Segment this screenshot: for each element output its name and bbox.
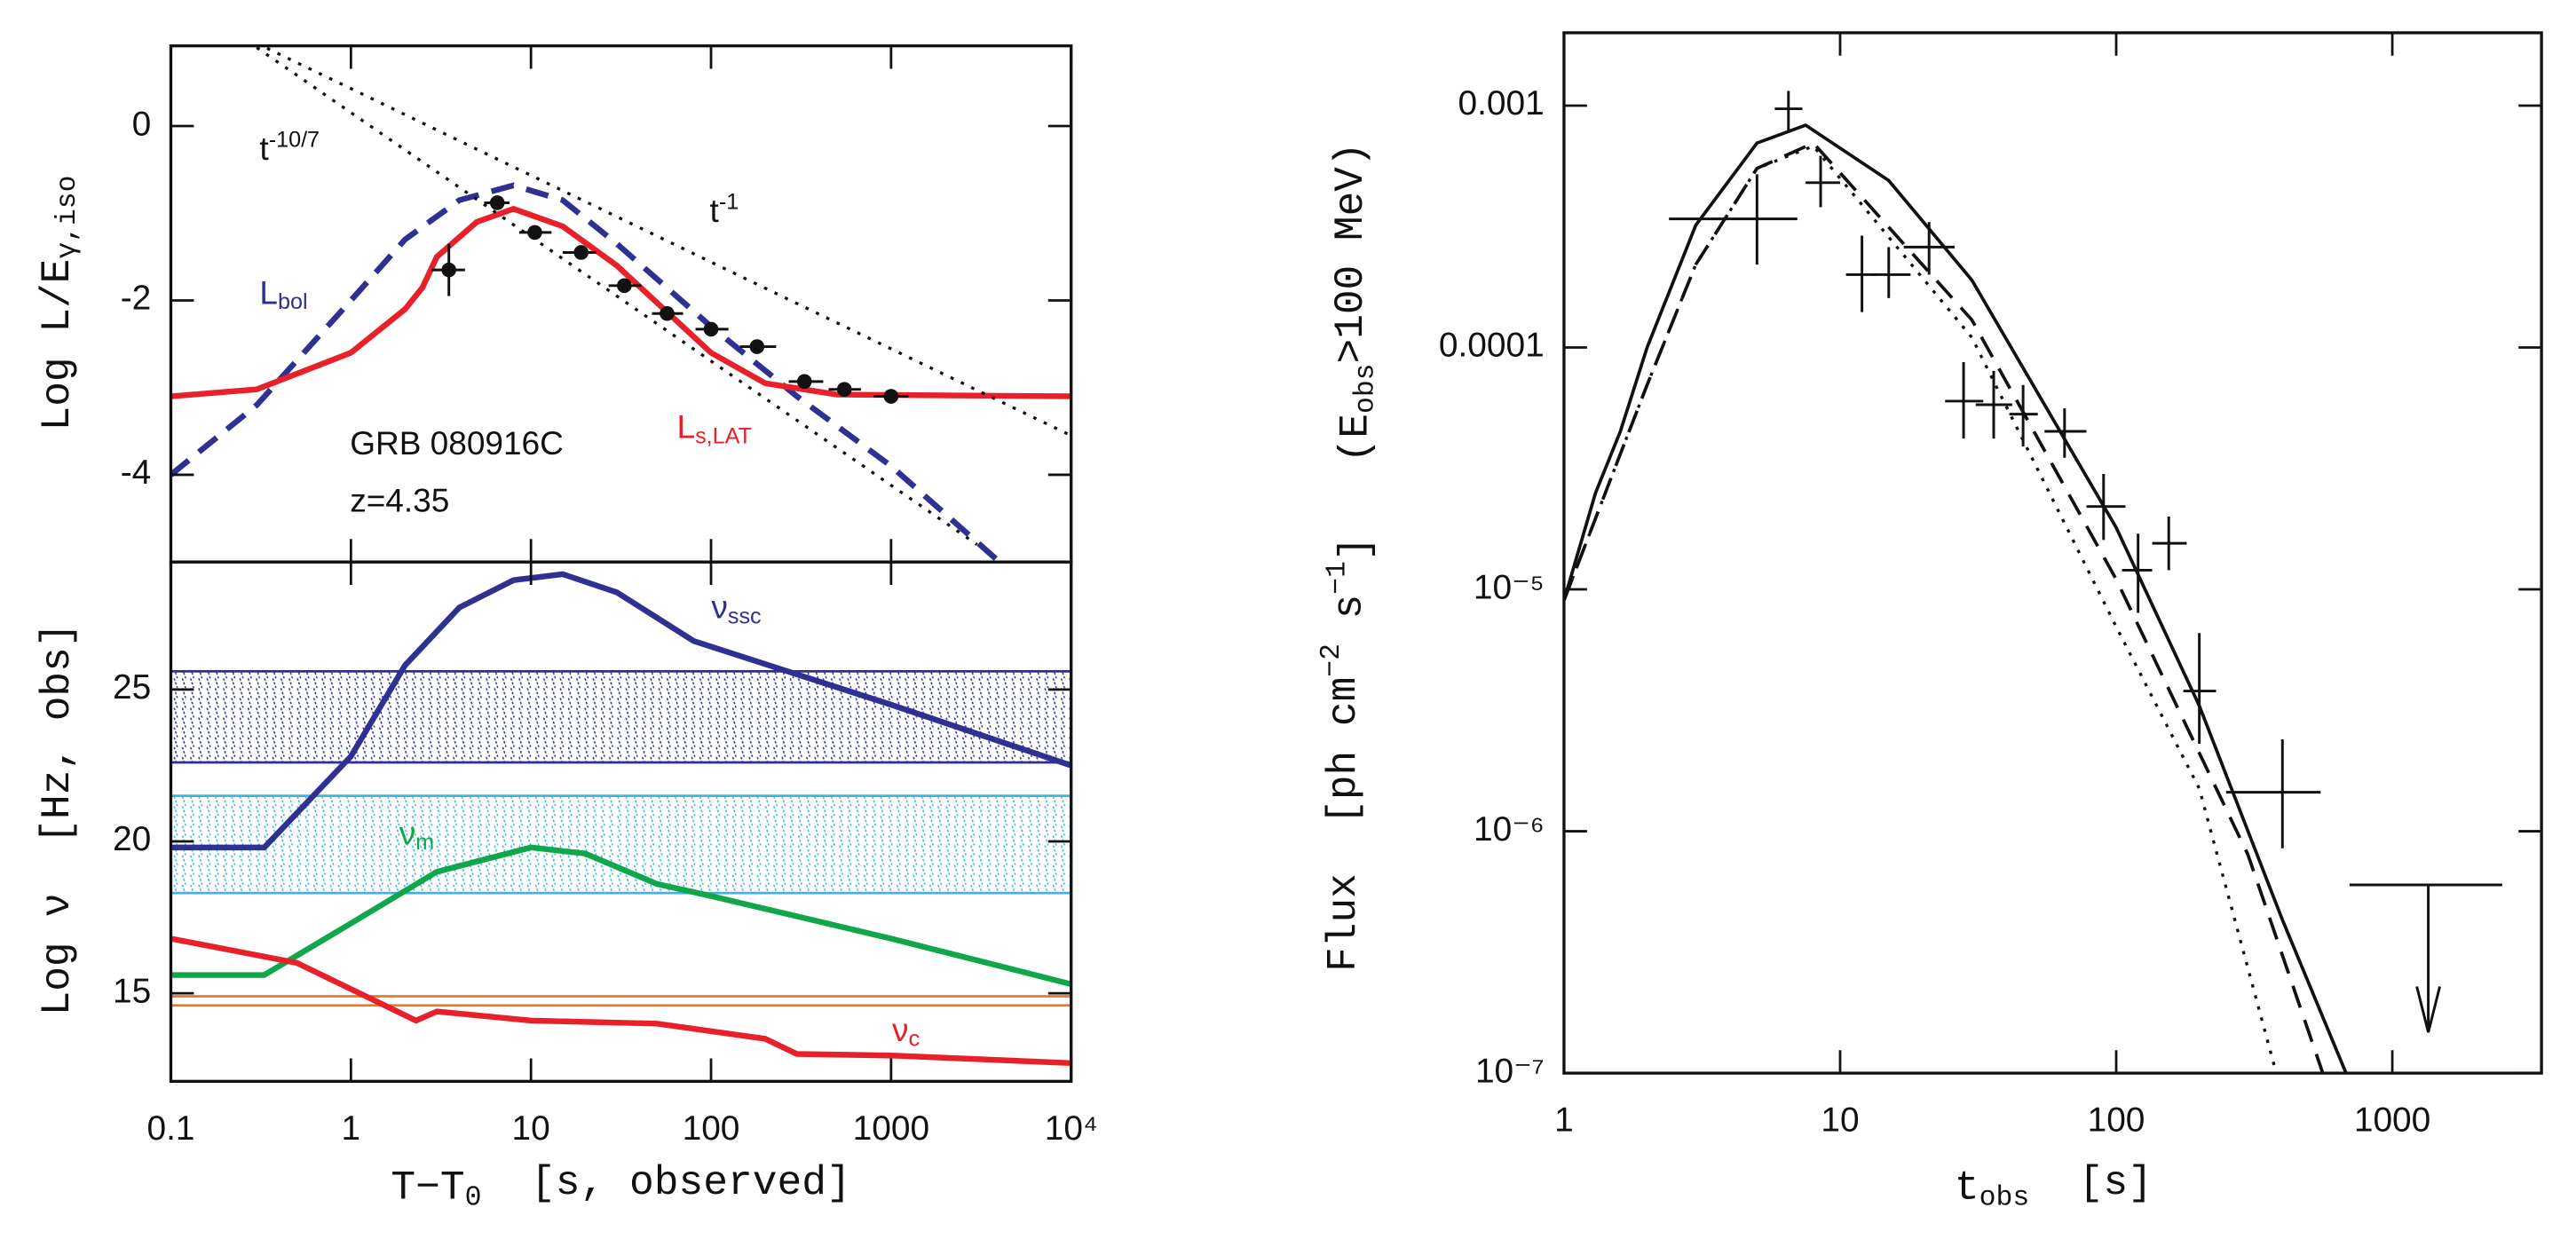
series-label-part: ν — [892, 1012, 909, 1048]
y-tick-label: 0.0001 — [1439, 327, 1545, 365]
series-line — [170, 182, 1002, 563]
y-axis-label-part: Log L/E — [35, 259, 81, 431]
x-axis-label-part: obs — [1979, 1183, 2030, 1214]
series-label: Lbol — [259, 274, 307, 314]
y-axis-label-part: s — [1327, 595, 1373, 643]
series-label-part: c — [908, 1026, 920, 1051]
x-tick-label: 0.1 — [146, 1109, 194, 1148]
x-axis-label-part: T−T — [391, 1165, 464, 1212]
series-label-part: ν — [399, 815, 416, 851]
x-tick-label: 1 — [342, 1109, 361, 1148]
series-line — [170, 844, 1071, 987]
band — [170, 995, 1073, 1007]
series-line — [1563, 144, 2278, 1074]
data-point — [441, 262, 457, 278]
annotation-part: GRB 080916C — [350, 425, 564, 462]
x-tick-label: 100 — [683, 1109, 740, 1148]
series-label-part: s,LAT — [695, 423, 752, 448]
y-axis-label: Log ν [Hz, obs] — [35, 623, 81, 1016]
y-tick-label: -4 — [121, 454, 152, 492]
band — [170, 794, 1073, 895]
series-label: t-1 — [710, 189, 739, 228]
y-tick-label: 10⁻⁵ — [1474, 568, 1545, 606]
band — [170, 669, 1073, 764]
x-tick-label: 1 — [1554, 1101, 1574, 1140]
series-label-part: L — [259, 274, 278, 311]
series-label-part: ν — [711, 588, 728, 625]
x-axis-label: T−T0 [s, observed] — [391, 1160, 850, 1213]
y-axis-label-part: γ,iso — [52, 176, 83, 259]
series-label: t-10/7 — [259, 127, 320, 166]
series-label-part: ssc — [728, 604, 762, 628]
data-point — [836, 382, 852, 397]
series-label: νssc — [711, 588, 761, 628]
x-axis-label-part: [s] — [2029, 1160, 2153, 1206]
series-label: Ls,LAT — [677, 408, 752, 448]
x-tick-label: 10 — [512, 1109, 550, 1148]
x-axis-label-part: 0 — [465, 1183, 482, 1214]
y-axis-label-part: Log ν [Hz, obs] — [35, 623, 81, 1016]
y-axis-label-part: >100 MeV) — [1328, 142, 1374, 363]
data-point — [660, 305, 675, 321]
data-point — [883, 389, 899, 404]
x-tick-label: 10⁴ — [1045, 1109, 1098, 1148]
data-point — [489, 195, 505, 210]
series-label-part: m — [415, 830, 434, 855]
x-axis-label-part: t — [1955, 1165, 1979, 1212]
data-point — [573, 245, 589, 260]
y-axis-label: Flux [ph cm−2 s−1] (Eobs>100 MeV) — [1316, 142, 1382, 972]
y-tick-label: 20 — [113, 820, 151, 858]
y-axis-label-part: Flux [ph cm — [1321, 677, 1367, 972]
upper-limit-arrow — [2415, 986, 2441, 1033]
y-tick-label: 0.001 — [1458, 84, 1544, 122]
plot-frame — [169, 560, 1073, 1083]
x-tick-label: 1000 — [2354, 1101, 2430, 1140]
annotation-part: z=4.35 — [350, 483, 449, 519]
x-axis-label-part: [s, observed] — [482, 1160, 851, 1206]
y-tick-label: -2 — [121, 280, 152, 318]
y-axis-label-part: −2 — [1316, 643, 1347, 677]
data-point — [617, 278, 632, 294]
series-line — [170, 935, 1071, 1067]
x-tick-label: 10 — [1821, 1101, 1859, 1140]
data-point — [749, 339, 765, 354]
annotation: z=4.35 — [350, 483, 449, 519]
y-axis-label: Log L/Eγ,iso — [35, 176, 83, 431]
y-tick-label: 10⁻⁷ — [1475, 1052, 1545, 1090]
series-label-part: bol — [278, 289, 308, 314]
series-line — [258, 45, 1071, 438]
annotation: GRB 080916C — [350, 425, 564, 462]
series-label: νc — [892, 1012, 920, 1052]
y-axis-label-part: −1 — [1323, 561, 1354, 595]
series-line — [170, 571, 1071, 851]
series-line — [1563, 140, 2325, 1074]
series-label-part: t — [259, 130, 268, 167]
series-line — [1563, 122, 2348, 1074]
y-tick-label: 0 — [132, 105, 152, 143]
y-tick-label: 25 — [113, 668, 151, 706]
y-tick-label: 15 — [113, 972, 151, 1010]
x-tick-label: 1000 — [853, 1109, 929, 1148]
series-label-part: -10/7 — [269, 127, 320, 152]
x-axis-label: tobs [s] — [1955, 1160, 2153, 1213]
series-line — [170, 205, 1071, 399]
y-axis-label-part: ] (E — [1332, 414, 1379, 561]
plot-frame — [1562, 31, 2543, 1075]
y-axis-label-part: obs — [1351, 363, 1382, 413]
series-label-part: t — [710, 193, 719, 229]
series-label-part: L — [677, 408, 696, 445]
series-label-part: -1 — [719, 189, 739, 214]
data-point — [796, 374, 812, 390]
y-tick-label: 10⁻⁶ — [1474, 810, 1545, 849]
series-label: νm — [399, 815, 434, 855]
data-point — [703, 321, 719, 337]
x-tick-label: 100 — [2088, 1101, 2145, 1140]
data-point — [527, 225, 542, 241]
series-line — [256, 46, 978, 546]
